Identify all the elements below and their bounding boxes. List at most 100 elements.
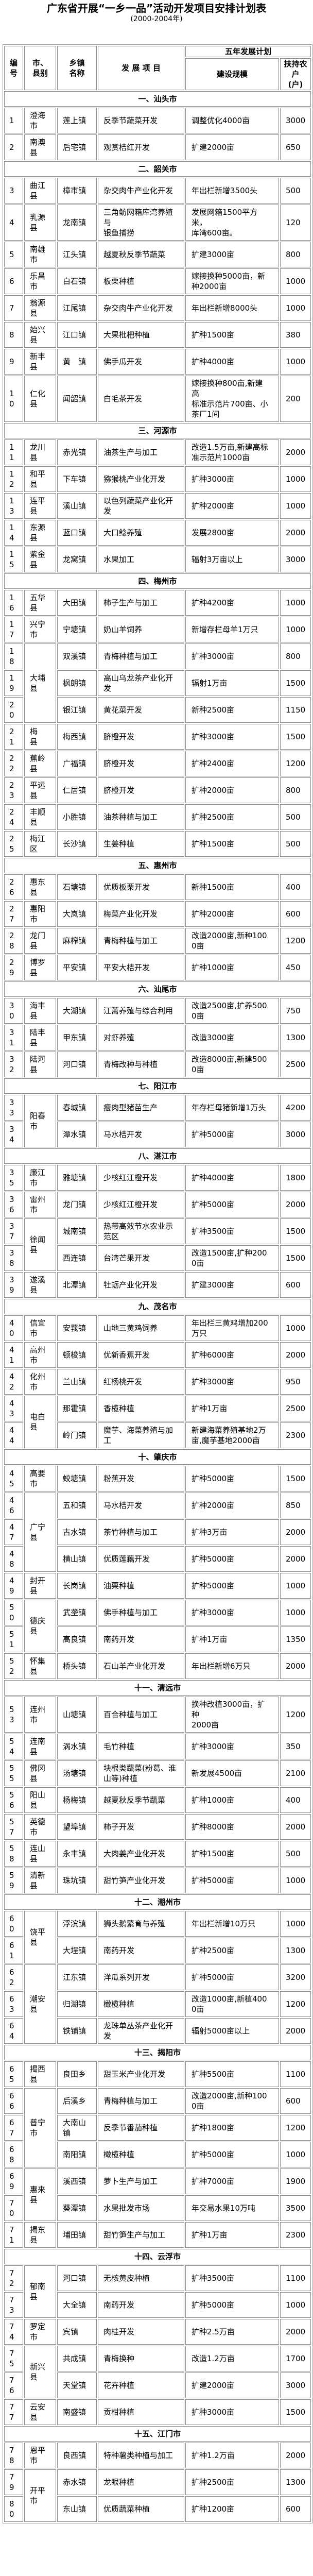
town-cell: 大田镇 <box>57 590 97 616</box>
scale-cell: 扩种3500亩 <box>185 1218 279 1244</box>
town-cell: 良西镇 <box>57 2443 97 2468</box>
households-cell: 1000 <box>280 2142 311 2167</box>
households-cell: 1000 <box>280 295 311 321</box>
households-cell: 400 <box>280 874 311 900</box>
row-number-cell: 48 <box>4 1546 23 1572</box>
scale-cell: 嫁接换种800亩,新建高 标准示范片700亩、小茶厂1间 <box>185 376 279 422</box>
county-cell: 蕉岭县 <box>24 751 56 776</box>
section-row: 四、梅州市 <box>4 573 311 589</box>
town-cell: 雅塘镇 <box>57 1165 97 1191</box>
section-row: 六、汕尾市 <box>4 981 311 997</box>
households-cell: 500 <box>280 1841 311 1867</box>
table-row: 75 新兴县 共成镇 青梅换种 改造1.2万亩 1700 <box>4 2346 311 2398</box>
row-number: 54 <box>9 1737 14 1756</box>
county-cell: 紫金县 <box>24 547 56 572</box>
county-cell: 惠来县 <box>24 2168 56 2221</box>
row-number-cell: 30 <box>4 998 23 1024</box>
row-number: 29 <box>9 958 14 977</box>
town-cell: 龙窝镇 <box>57 547 97 572</box>
row-number-cell: 74 <box>4 2319 23 2345</box>
town-cell: 埔田镇 <box>57 2222 97 2248</box>
county-cell: 恩平市 <box>24 2443 56 2468</box>
town-cell: 桥头镇 <box>57 1653 97 1679</box>
project-cell: 青梅改种与种植 <box>98 1052 184 1077</box>
scale-cell: 扩种1万亩 <box>185 1396 279 1421</box>
project-cell: 石山羊产业化开发 <box>98 1653 184 1679</box>
scale-cell: 扩种2000亩 <box>185 493 279 519</box>
scale-cell: 新种2500亩 <box>185 697 279 723</box>
row-number-cell: 50 <box>4 1600 23 1625</box>
households-cell: 1200 <box>280 1991 311 2017</box>
table-row: 56 阳山县 杨梅镇 越夏秋反季节蔬菜 扩种1000亩 400 <box>4 1787 311 1813</box>
table-row: 54 连南县 涡水镇 毛竹种植 扩种3000亩 350 <box>4 1734 311 1759</box>
row-number-cell: 36 <box>4 1192 23 1217</box>
scale-cell: 扩种5000亩 <box>185 2142 279 2167</box>
section-title: 六、汕尾市 <box>4 981 311 997</box>
county-cell: 曲江县 <box>24 178 56 204</box>
row-number-cell: 66 <box>4 2088 23 2114</box>
project-cell: 南药开发 <box>98 1626 184 1652</box>
project-cell: 粉蕉开发 <box>98 1466 184 1492</box>
row-number-cell: 80 <box>4 2496 23 2522</box>
households-cell: 2000 <box>280 1814 311 1840</box>
town-cell: 那霍镇 <box>57 1396 97 1421</box>
row-number-cell: 29 <box>4 955 23 980</box>
scale-cell: 新种1500亩 <box>185 874 279 900</box>
project-cell: 油栗种植 <box>98 1573 184 1599</box>
row-number: 28 <box>9 931 14 951</box>
table-row: 22 蕉岭县 广福镇 脐橙开发 扩种2400亩 1200 <box>4 751 311 776</box>
county-cell: 揭西县 <box>24 2061 56 2087</box>
households-cell: 500 <box>280 831 311 857</box>
project-cell: 无核黄皮种植 <box>98 2265 184 2291</box>
project-cell: 脐橙开发 <box>98 724 184 750</box>
households-cell: 1200 <box>280 928 311 954</box>
project-cell: 花卉种植 <box>98 2372 184 2398</box>
town-cell: 天堂镇 <box>57 2372 97 2398</box>
project-cell: 青梅种植与加工 <box>98 2088 184 2114</box>
county-cell: 高州市 <box>24 1342 56 1368</box>
scale-cell: 年出栏三黄鸡增加200万只 <box>185 1315 279 1341</box>
table-row: 46 广宁县 五和镇 马水桔开发 扩种2000亩 850 <box>4 1493 311 1572</box>
row-number-cell: 70 <box>4 2195 23 2221</box>
row-number-cell: 38 <box>4 1245 23 1271</box>
town-cell: 蓝口镇 <box>57 520 97 546</box>
households-cell: 3500 <box>280 2195 311 2221</box>
households-cell: 1700 <box>280 2346 311 2371</box>
row-number-cell: 78 <box>4 2443 23 2468</box>
county-cell: 博罗县 <box>24 955 56 980</box>
row-number: 22 <box>9 754 14 773</box>
households-cell: 1500 <box>280 1218 311 1244</box>
row-number: 12 <box>9 469 14 489</box>
table-row: 76 天堂镇 花卉种植 扩建2000亩 3000 <box>4 2372 311 2398</box>
row-number: 19 <box>9 673 14 693</box>
town-cell: 杨梅镇 <box>57 1787 97 1813</box>
town-cell: 莲上镇 <box>57 108 97 133</box>
table-row: 38 西连镇 台湾芒果开发 改造1500亩,扩种2000亩 1500 <box>4 1245 311 1271</box>
households-cell: 3200 <box>280 1964 311 1990</box>
town-cell: 永丰镇 <box>57 1841 97 1867</box>
row-number: 75 <box>9 2349 14 2368</box>
row-number: 34 <box>9 1125 14 1144</box>
scale-cell: 扩种4200亩 <box>185 590 279 616</box>
row-number: 78 <box>9 2446 14 2465</box>
project-cell: 优质板栗开发 <box>98 874 184 900</box>
town-cell: 蛟塘镇 <box>57 1466 97 1492</box>
project-cell: 青梅种植与加工 <box>98 928 184 954</box>
project-cell: 台湾芒果开发 <box>98 1245 184 1271</box>
row-number: 13 <box>9 496 14 516</box>
header-no: 编号 <box>4 46 23 90</box>
scale-cell: 改造1000亩,新植4000亩 <box>185 1991 279 2017</box>
scale-cell: 嫁接换种5000亩，新种2000亩 <box>185 268 279 294</box>
county-cell: 广宁县 <box>24 1493 56 1572</box>
county-cell: 佛冈县 <box>24 1760 56 1786</box>
row-number-cell: 10 <box>4 376 23 422</box>
households-cell: 600 <box>280 2496 311 2522</box>
row-number-cell: 34 <box>4 1122 23 1147</box>
page-title: 广东省开展“一乡一品”活动开发项目安排计划表 <box>46 2 267 14</box>
project-cell: 柿子生产与加工 <box>98 590 184 616</box>
row-number-cell: 1 <box>4 108 23 133</box>
scale-cell: 新增存栏母羊1万只 <box>185 617 279 642</box>
county-cell: 揭东县 <box>24 2222 56 2248</box>
row-number: 64 <box>9 2021 14 2041</box>
project-cell: 白毛茶开发 <box>98 376 184 422</box>
